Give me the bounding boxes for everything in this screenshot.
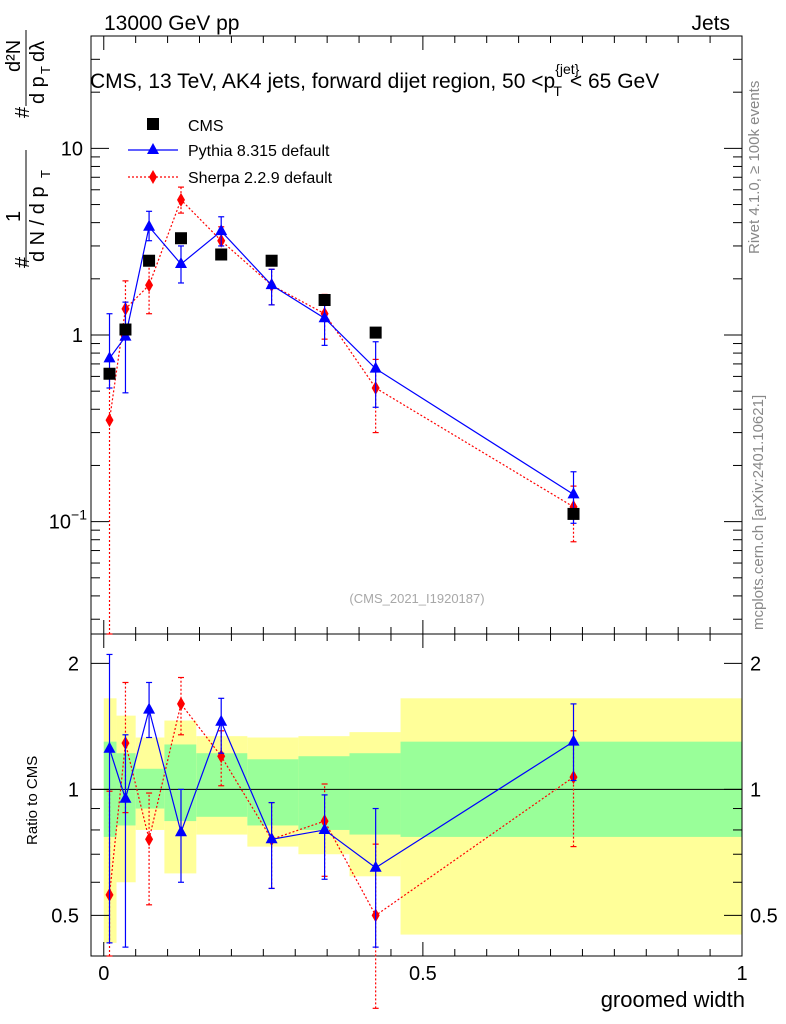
ratio-y-tick-label-left: 1 (68, 779, 79, 801)
title-superscript: {jet} (555, 61, 579, 77)
ratio-pythia-point (215, 714, 228, 726)
chart-title: CMS, 13 TeV, AK4 jets, forward dijet reg… (90, 61, 659, 99)
main-series-layer (103, 186, 580, 635)
pythia-point (567, 487, 580, 499)
header-left: 13000 GeV pp (104, 12, 239, 35)
analysis-watermark: (CMS_2021_I1920187) (349, 591, 484, 606)
x-tick-label: 0.5 (409, 963, 437, 985)
cms-data-point (369, 326, 382, 339)
header-right: Jets (691, 12, 730, 35)
band-inner-5 (247, 759, 299, 826)
ratio-y-axis-label: Ratio to CMS (24, 756, 41, 845)
pythia-point (265, 278, 278, 290)
x-axis-label: groomed width (601, 987, 745, 1012)
legend-marker-cms (147, 118, 159, 130)
ratio-pythia-point (174, 825, 187, 837)
ratio-y-tick-label-left: 0.5 (51, 905, 79, 927)
band-inner-3 (164, 744, 197, 822)
cms-data-point (265, 254, 278, 267)
y-label-denominator-subscript: T (38, 170, 53, 178)
y-label-lambda: dλ (27, 41, 49, 62)
y-label-numerator: d²N (3, 40, 25, 72)
sherpa-point (176, 192, 185, 207)
sherpa-point (105, 413, 114, 428)
legend-label-sherpa: Sherpa 2.2.9 default (188, 170, 333, 187)
cms-data-point (567, 507, 580, 520)
legend-label-cms: CMS (188, 118, 224, 135)
axis-tick-labels: 0 0.5 1 10−1 1 10 0.5 0.5 1 1 2 2 (49, 138, 778, 985)
ratio-sherpa-point (145, 832, 154, 847)
y-tick-label: 10−1 (49, 507, 87, 534)
ratio-series-layer (103, 653, 580, 1009)
band-inner-7 (349, 753, 401, 835)
sherpa-point (145, 278, 154, 293)
cms-data-point (174, 232, 187, 245)
pythia-point (369, 361, 382, 373)
y-label-numerator-den-subscript: T (38, 66, 53, 74)
y-tick-label: 1 (72, 325, 83, 347)
ratio-y-tick-label-left: 2 (68, 653, 79, 675)
y-label-one: 1 (3, 211, 25, 222)
mcplots-label: mcplots.cern.ch [arXiv:2401.10621] (750, 395, 767, 630)
ratio-y-tick-label-right: 1 (750, 779, 761, 801)
y-tick-label-exponent: −1 (71, 507, 87, 523)
title-end: < 65 GeV (570, 70, 659, 93)
pythia-point (174, 257, 187, 269)
title-text: CMS, 13 TeV, AK4 jets, forward dijet reg… (90, 70, 555, 93)
pythia-point (215, 224, 228, 236)
ratio-pythia-point (103, 741, 116, 753)
ratio-pythia-point (265, 832, 278, 844)
y-label-denominator: d N / d p (27, 186, 49, 262)
cms-data-point (119, 323, 132, 336)
cms-data-point (215, 248, 228, 261)
ratio-y-tick-label-right: 2 (750, 653, 761, 675)
sherpa-line (108, 198, 574, 508)
y-tick-label: 10 (61, 138, 83, 160)
legend-marker-sherpa (149, 170, 157, 184)
ratio-sherpa-point (176, 696, 185, 711)
pythia-point (103, 351, 116, 363)
title-subscript: T (553, 83, 562, 99)
ratio-pythia-point (119, 791, 132, 803)
axis-ticks (91, 35, 743, 956)
ratio-pythia-point (318, 822, 331, 834)
pythia-point (143, 219, 156, 231)
legend: CMS Pythia 8.315 default Sherpa 2.2.9 de… (128, 118, 333, 187)
x-tick-label: 0 (98, 963, 109, 985)
ratio-panel-frame (90, 633, 743, 957)
y-label-numerator-den: d p (27, 76, 49, 104)
band-inner-4 (196, 753, 248, 817)
ratio-uncertainty-bands (103, 698, 742, 943)
legend-marker-pythia (147, 143, 159, 154)
main-y-axis-label: # 1 d N / d p T # d²N d p T dλ (3, 30, 53, 268)
pythia-point (318, 311, 331, 323)
y-label-hash-2: # (12, 106, 34, 118)
legend-label-pythia: Pythia 8.315 default (188, 143, 330, 160)
y-label-hash-1: # (12, 256, 34, 268)
rivet-label: Rivet 4.1.0, ≥ 100k events (746, 81, 763, 254)
cms-data-point (318, 294, 331, 307)
x-tick-label: 1 (736, 963, 747, 985)
ratio-y-tick-label-right: 0.5 (750, 905, 778, 927)
ratio-pythia-point (567, 734, 580, 746)
cms-data-point (143, 254, 156, 267)
ratio-pythia-point (369, 860, 382, 872)
cms-data-point (103, 367, 116, 380)
ratio-pythia-point (143, 702, 156, 714)
